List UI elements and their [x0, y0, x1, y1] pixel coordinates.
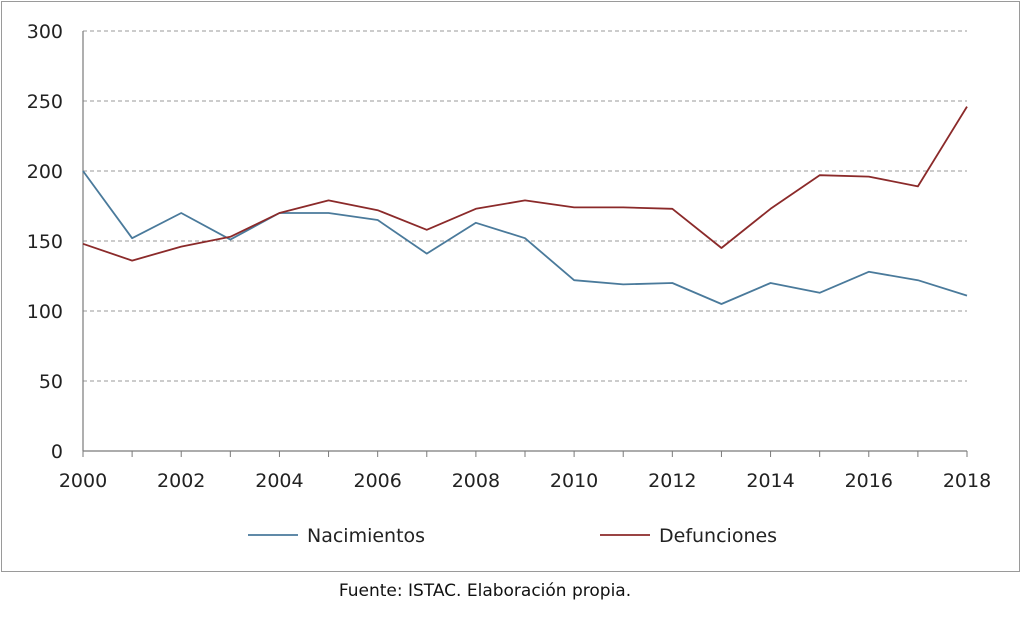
y-tick-label: 200: [27, 161, 63, 183]
y-tick-label: 50: [39, 371, 63, 393]
y-tick-label: 0: [51, 441, 63, 463]
y-tick-label: 250: [27, 91, 63, 113]
x-tick-label: 2004: [255, 470, 303, 492]
series-lines: [82, 106, 968, 305]
series-line-nacimientos: [82, 170, 968, 305]
x-tick-label: 2016: [845, 470, 893, 492]
x-tick-label: 2000: [59, 470, 107, 492]
legend: Nacimientos Defunciones: [248, 525, 777, 547]
y-tick-label: 100: [27, 301, 63, 323]
x-tick-label: 2018: [943, 470, 991, 492]
source-note: Fuente: ISTAC. Elaboración propia.: [338, 581, 632, 601]
x-tick-label: 2006: [353, 470, 401, 492]
legend-label-defunciones: Defunciones: [659, 525, 777, 547]
y-axis-ticks: 0 50 100 150 200 250 300: [27, 21, 63, 463]
x-tick-label: 2002: [157, 470, 205, 492]
x-tick-label: 2012: [648, 470, 696, 492]
x-tick-label: 2008: [452, 470, 500, 492]
chart-frame: 0 50 100 150 200 250 300 2000 2002 2004 2006 2008 2…: [1, 1, 1020, 572]
y-tick-label: 300: [27, 21, 63, 43]
x-tick-label: 2010: [550, 470, 598, 492]
legend-label-nacimientos: Nacimientos: [307, 525, 425, 547]
gridlines: [83, 30, 967, 382]
x-tick-label: 2014: [746, 470, 794, 492]
y-tick-label: 150: [27, 231, 63, 253]
series-line-defunciones: [82, 106, 968, 262]
x-axis-ticks: 2000 2002 2004 2006 2008 2010 2012 2014 2016 2018: [59, 451, 991, 492]
